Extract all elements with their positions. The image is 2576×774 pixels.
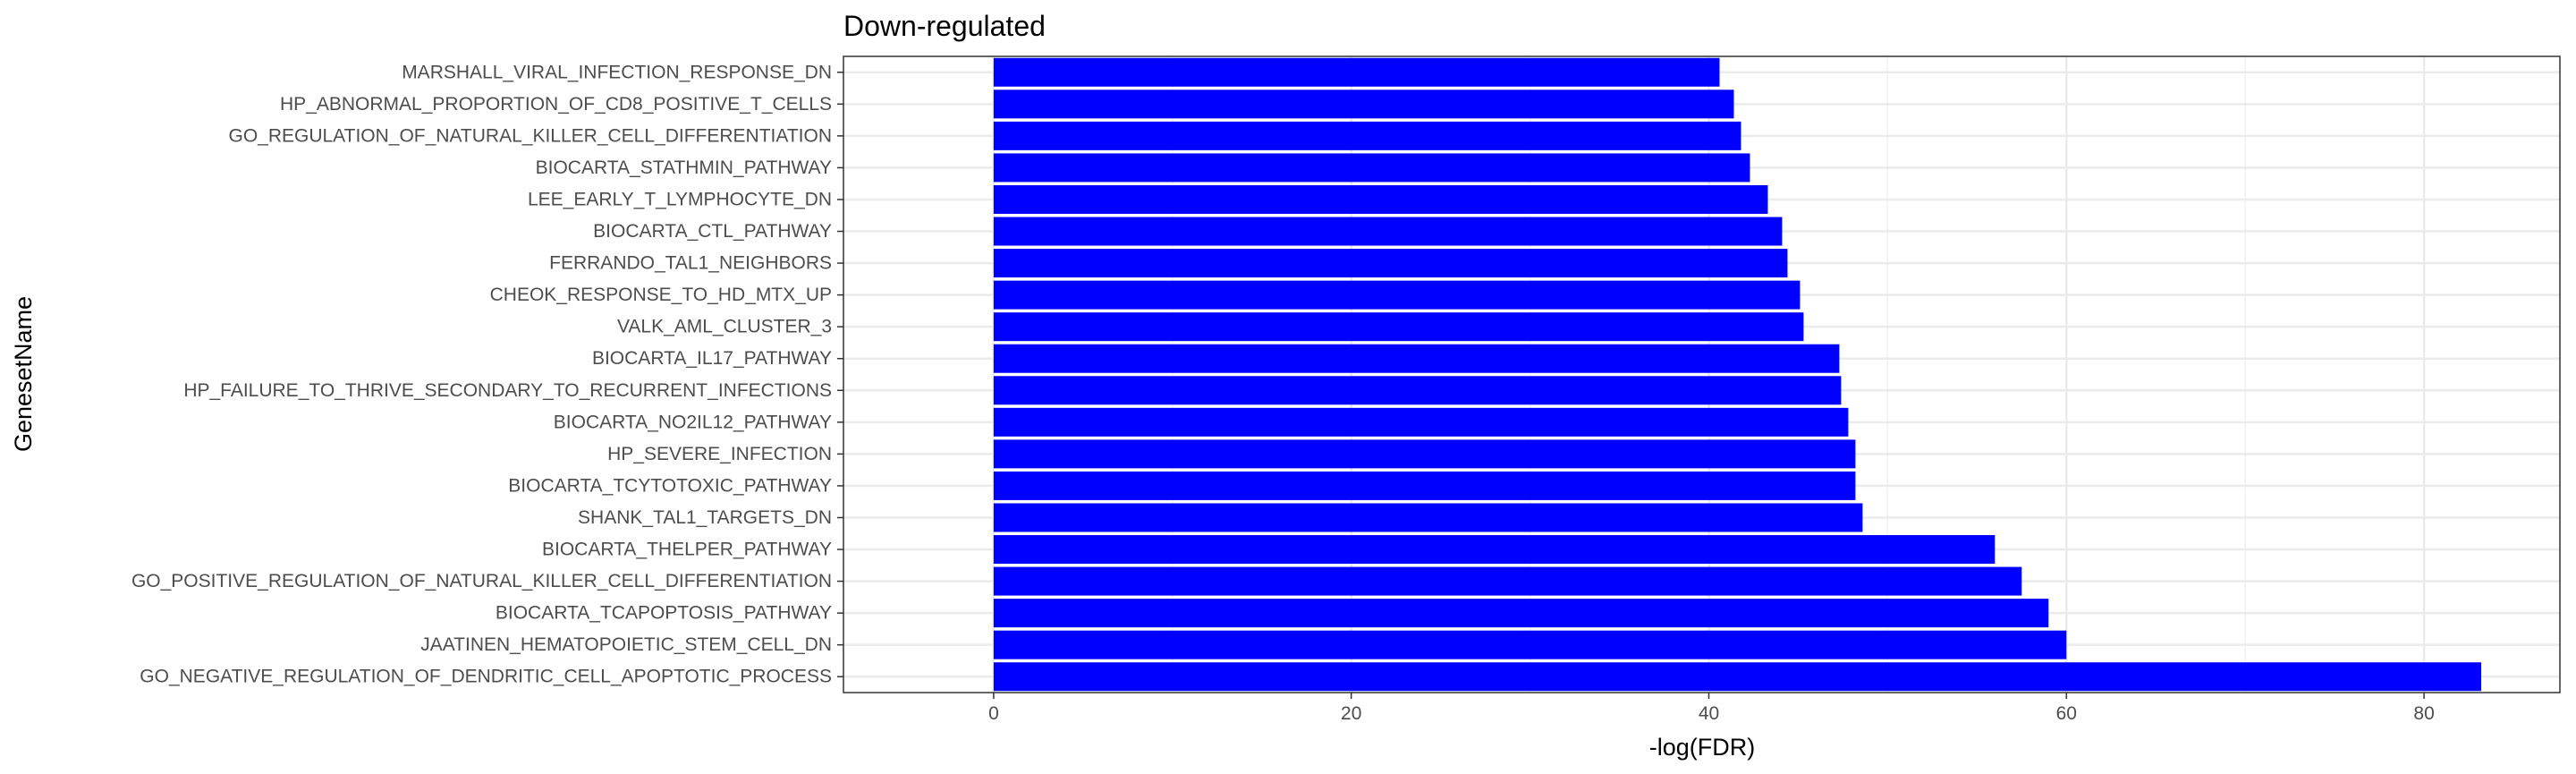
bar [993, 280, 1801, 310]
y-axis-labels: MARSHALL_VIRAL_INFECTION_RESPONSE_DN HP_A… [131, 62, 832, 686]
bar [993, 503, 1863, 532]
bar [993, 89, 1734, 119]
bar [993, 57, 1720, 87]
bar [993, 630, 2067, 659]
y-axis-title: GenesetName [10, 296, 37, 452]
bar [993, 312, 1804, 342]
chart-title: Down-regulated [843, 10, 1046, 42]
plot-panel [843, 56, 2560, 693]
category-label: GO_POSITIVE_REGULATION_OF_NATURAL_KILLER… [131, 571, 832, 591]
bar [993, 249, 1788, 278]
bar [993, 344, 1840, 373]
category-label: HP_SEVERE_INFECTION [607, 444, 832, 464]
category-label: FERRANDO_TAL1_NEIGHBORS [549, 253, 832, 274]
bar [993, 662, 2482, 692]
category-label: GO_REGULATION_OF_NATURAL_KILLER_CELL_DIF… [228, 125, 832, 146]
category-label: SHANK_TAL1_TARGETS_DN [578, 507, 832, 528]
x-axis-ticks: 0 20 40 60 80 [988, 693, 2435, 724]
category-label: BIOCARTA_THELPER_PATHWAY [542, 540, 832, 560]
category-label: CHEOK_RESPONSE_TO_HD_MTX_UP [490, 285, 832, 305]
category-label: BIOCARTA_NO2IL12_PATHWAY [554, 412, 832, 432]
bar [993, 566, 2022, 596]
bar [993, 121, 1741, 150]
category-label: GO_NEGATIVE_REGULATION_OF_DENDRITIC_CELL… [140, 667, 832, 687]
x-tick-label: 20 [1341, 703, 1361, 724]
y-axis-ticks [837, 72, 843, 677]
bar [993, 535, 1996, 565]
bar [993, 407, 1849, 437]
category-label: BIOCARTA_TCYTOTOXIC_PATHWAY [508, 475, 832, 496]
bar [993, 217, 1783, 246]
x-axis-title: -log(FDR) [1649, 734, 1756, 761]
x-tick-label: 40 [1699, 703, 1719, 724]
category-label: BIOCARTA_CTL_PATHWAY [593, 221, 832, 242]
bar [993, 153, 1750, 183]
category-label: BIOCARTA_IL17_PATHWAY [592, 348, 832, 369]
bar [993, 471, 1856, 500]
category-label: BIOCARTA_STATHMIN_PATHWAY [536, 157, 832, 178]
bar [993, 376, 1842, 405]
category-label: VALK_AML_CLUSTER_3 [617, 317, 832, 337]
bar [993, 184, 1768, 214]
category-label: MARSHALL_VIRAL_INFECTION_RESPONSE_DN [402, 62, 832, 82]
bar [993, 599, 2049, 628]
x-tick-label: 0 [988, 703, 999, 724]
bars [993, 57, 2482, 692]
bar [993, 439, 1856, 469]
x-tick-label: 60 [2056, 703, 2077, 724]
category-label: LEE_EARLY_T_LYMPHOCYTE_DN [528, 189, 832, 209]
category-label: HP_FAILURE_TO_THRIVE_SECONDARY_TO_RECURR… [183, 380, 832, 401]
x-tick-label: 80 [2413, 703, 2434, 724]
category-label: JAATINEN_HEMATOPOIETIC_STEM_CELL_DN [420, 634, 832, 655]
category-label: HP_ABNORMAL_PROPORTION_OF_CD8_POSITIVE_T… [280, 94, 832, 115]
category-label: BIOCARTA_TCAPOPTOSIS_PATHWAY [496, 603, 832, 624]
plot-border [843, 55, 2561, 693]
